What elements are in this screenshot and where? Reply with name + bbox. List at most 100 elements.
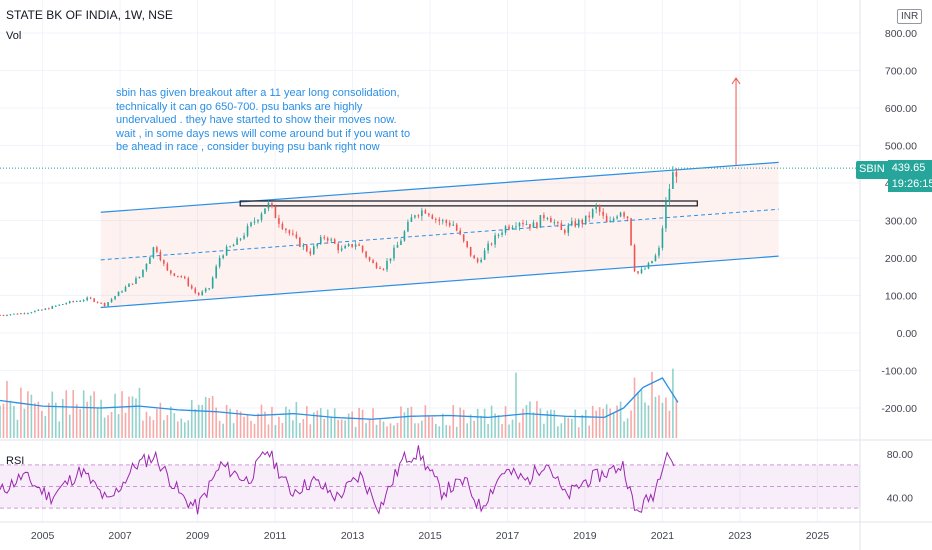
price-candle (354, 244, 357, 247)
volume-bar (232, 423, 235, 438)
volume-bar (100, 399, 102, 438)
price-candle (225, 246, 228, 256)
volume-bar (522, 408, 524, 438)
price-candle (675, 172, 678, 177)
price-candle (658, 247, 660, 256)
volume-bar (257, 413, 259, 438)
price-candle (543, 215, 545, 219)
price-candle (278, 218, 280, 224)
volume-bar (239, 411, 242, 438)
resistance-box[interactable] (239, 200, 698, 207)
price-candle (407, 221, 409, 232)
price-candle (208, 288, 210, 290)
volume-bar (340, 419, 343, 438)
price-candle (264, 208, 266, 214)
price-candle (536, 222, 538, 228)
price-candle (508, 226, 510, 229)
price-candle (159, 251, 162, 261)
volume-bar (665, 397, 667, 438)
volume-bar (668, 410, 671, 438)
volume-bar (68, 414, 71, 438)
volume-bar (672, 368, 674, 438)
volume-bar (267, 424, 270, 438)
volume-bar (253, 423, 256, 438)
rsi-axis[interactable]: 80.00 40.00 (887, 449, 913, 504)
time-tick-label: 2021 (651, 530, 675, 542)
price-candle (570, 221, 573, 226)
volume-bar (121, 391, 123, 438)
price-candle (347, 244, 350, 246)
volume-bar (48, 402, 50, 438)
price-series[interactable] (0, 165, 678, 317)
volume-bar (640, 390, 643, 438)
volume-bar (23, 408, 26, 438)
price-candle (319, 237, 322, 244)
volume-bar (103, 417, 106, 438)
price-candle (647, 263, 650, 269)
price-candle (417, 215, 420, 217)
price-candle (229, 246, 231, 248)
volume-bar (480, 415, 482, 438)
volume-bar (75, 404, 78, 438)
price-candle (34, 310, 36, 313)
price-candle (529, 224, 531, 228)
price-axis[interactable]: 800.00700.00600.00500.00400.00300.00200.… (881, 28, 917, 415)
volume-bar (114, 393, 116, 438)
price-candle (644, 268, 646, 270)
price-candle (183, 276, 186, 279)
volume-bar (462, 409, 465, 438)
price-candle (428, 213, 430, 216)
price-candle (271, 202, 273, 207)
price-candle (382, 268, 385, 270)
time-tick-label: 2007 (108, 530, 132, 542)
volume-bar (428, 415, 430, 438)
price-candle (302, 245, 305, 247)
volume-bar (288, 409, 291, 438)
volume-bar (166, 415, 169, 438)
annotation-text[interactable]: sbin has given breakout after a 11 year … (116, 87, 416, 155)
price-candle (68, 301, 71, 304)
price-candle (462, 234, 465, 242)
last-price-tag[interactable]: SBIN 439.65 19:26:15 (856, 160, 932, 192)
volume-series[interactable] (0, 368, 678, 438)
volume-bar (633, 377, 636, 438)
volume-bar (344, 420, 346, 438)
price-candle (574, 221, 577, 227)
price-candle (550, 218, 552, 223)
volume-bar (351, 411, 353, 438)
time-tick-label: 2011 (264, 530, 287, 542)
price-channel[interactable] (100, 161, 779, 309)
price-candle (651, 260, 653, 264)
price-candle (518, 222, 521, 227)
price-tag-price: 439.65 (887, 160, 932, 176)
price-candle (75, 301, 78, 303)
price-tick-label: 100.00 (885, 291, 917, 303)
rsi-line[interactable] (0, 445, 675, 515)
currency-badge[interactable]: INR (897, 9, 923, 24)
volume-bar (201, 404, 204, 438)
volume-bar (483, 408, 486, 438)
volume-bar (389, 423, 392, 438)
volume-bar (626, 418, 629, 438)
volume-bar (274, 425, 277, 438)
time-tick-label: 2015 (418, 530, 442, 542)
volume-bar (173, 413, 176, 438)
price-candle (361, 245, 364, 252)
volume-bar (612, 413, 615, 438)
volume-bar (96, 408, 99, 438)
volume-bar (577, 427, 580, 438)
price-candle (403, 231, 406, 241)
time-tick-label: 2009 (186, 530, 210, 542)
time-axis[interactable]: 2005 2007 2009 2011 2013 2015 2017 2019 2021 2023… (31, 530, 829, 542)
volume-bar (260, 404, 263, 438)
price-candle (309, 251, 312, 255)
price-candle (665, 201, 667, 229)
volume-bar (651, 371, 653, 438)
volume-bar (82, 390, 85, 438)
price-candle (344, 245, 346, 249)
volume-bar (306, 406, 308, 438)
price-candle (323, 237, 326, 239)
price-candle (560, 223, 563, 230)
price-candle (375, 263, 378, 268)
volume-bar (138, 387, 141, 438)
